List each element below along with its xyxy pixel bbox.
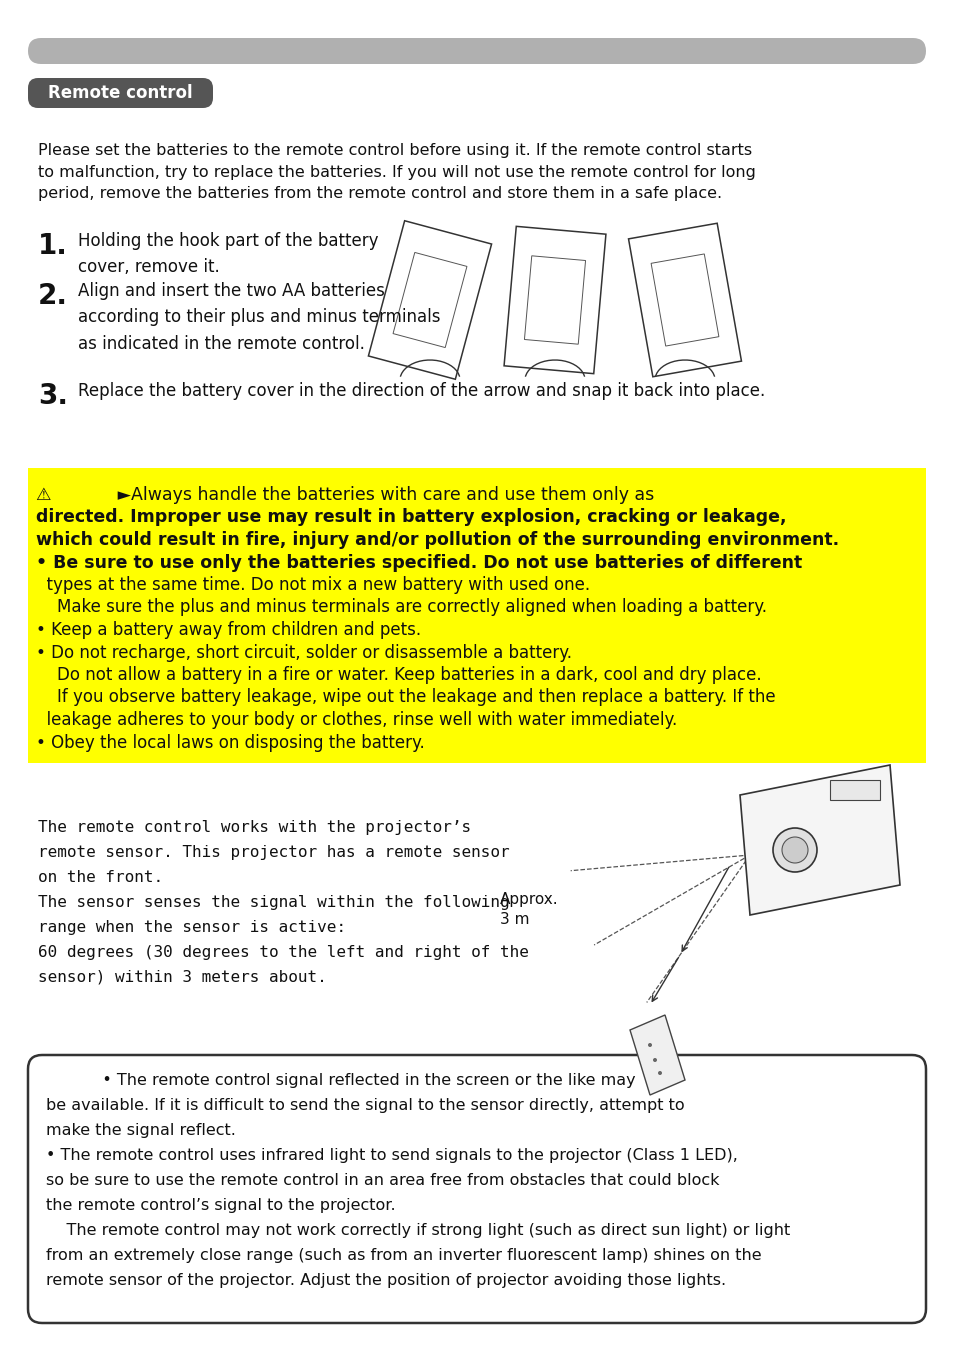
Bar <box>28 468 925 764</box>
Text: • Be sure to use only the batteries specified. Do not use batteries of different: • Be sure to use only the batteries spec… <box>36 554 801 571</box>
Text: The sensor senses the signal within the following: The sensor senses the signal within the … <box>38 895 509 910</box>
Text: 1.: 1. <box>38 232 68 260</box>
Text: Make sure the plus and minus terminals are correctly aligned when loading a batt: Make sure the plus and minus terminals a… <box>36 598 766 616</box>
Text: Do not allow a battery in a fire or water. Keep batteries in a dark, cool and dr: Do not allow a battery in a fire or wate… <box>36 666 760 684</box>
Text: on the front.: on the front. <box>38 871 163 886</box>
Text: Approx.
3 m: Approx. 3 m <box>499 892 558 926</box>
Text: types at the same time. Do not mix a new battery with used one.: types at the same time. Do not mix a new… <box>36 575 590 594</box>
Text: the remote control’s signal to the projector.: the remote control’s signal to the proje… <box>46 1198 395 1213</box>
Circle shape <box>652 1057 657 1062</box>
FancyBboxPatch shape <box>28 38 925 64</box>
Text: • Obey the local laws on disposing the battery.: • Obey the local laws on disposing the b… <box>36 734 424 751</box>
FancyBboxPatch shape <box>28 79 213 108</box>
Text: Remote control: Remote control <box>49 84 193 102</box>
Text: from an extremely close range (such as from an inverter fluorescent lamp) shines: from an extremely close range (such as f… <box>46 1248 760 1263</box>
Text: Please set the batteries to the remote control before using it. If the remote co: Please set the batteries to the remote c… <box>38 144 755 202</box>
Text: Align and insert the two AA batteries
according to their plus and minus terminal: Align and insert the two AA batteries ac… <box>78 282 440 353</box>
Text: • Do not recharge, short circuit, solder or disassemble a battery.: • Do not recharge, short circuit, solder… <box>36 643 572 662</box>
Text: be available. If it is difficult to send the signal to the sensor directly, atte: be available. If it is difficult to send… <box>46 1098 684 1113</box>
Text: • The remote control uses infrared light to send signals to the projector (Class: • The remote control uses infrared light… <box>46 1148 737 1163</box>
Text: which could result in fire, injury and/or pollution of the surrounding environme: which could result in fire, injury and/o… <box>36 531 839 548</box>
Text: If you observe battery leakage, wipe out the leakage and then replace a battery.: If you observe battery leakage, wipe out… <box>36 688 775 707</box>
Text: • Keep a battery away from children and pets.: • Keep a battery away from children and … <box>36 621 420 639</box>
Text: 60 degrees (30 degrees to the left and right of the: 60 degrees (30 degrees to the left and r… <box>38 945 528 960</box>
Text: ⚠            ►Always handle the batteries with care and use them only as: ⚠ ►Always handle the batteries with care… <box>36 486 654 504</box>
Polygon shape <box>740 765 899 915</box>
Text: Holding the hook part of the battery
cover, remove it.: Holding the hook part of the battery cov… <box>78 232 378 276</box>
Circle shape <box>781 837 807 862</box>
Text: make the signal reflect.: make the signal reflect. <box>46 1122 235 1137</box>
Text: 3.: 3. <box>38 382 68 410</box>
Circle shape <box>658 1071 661 1075</box>
Text: range when the sensor is active:: range when the sensor is active: <box>38 919 346 936</box>
Text: leakage adheres to your body or clothes, rinse well with water immediately.: leakage adheres to your body or clothes,… <box>36 711 677 728</box>
Text: remote sensor. This projector has a remote sensor: remote sensor. This projector has a remo… <box>38 845 509 860</box>
Text: sensor) within 3 meters about.: sensor) within 3 meters about. <box>38 969 327 984</box>
Text: The remote control works with the projector’s: The remote control works with the projec… <box>38 821 471 835</box>
Text: • The remote control signal reflected in the screen or the like may: • The remote control signal reflected in… <box>46 1072 635 1089</box>
Text: 2.: 2. <box>38 282 68 310</box>
Text: directed. Improper use may result in battery explosion, cracking or leakage,: directed. Improper use may result in bat… <box>36 509 785 527</box>
Text: The remote control may not work correctly if strong light (such as direct sun li: The remote control may not work correctl… <box>46 1223 789 1238</box>
Circle shape <box>647 1043 651 1047</box>
Circle shape <box>772 829 816 872</box>
Text: so be sure to use the remote control in an area free from obstacles that could b: so be sure to use the remote control in … <box>46 1173 719 1187</box>
Text: remote sensor of the projector. Adjust the position of projector avoiding those : remote sensor of the projector. Adjust t… <box>46 1273 725 1288</box>
Polygon shape <box>629 1016 684 1095</box>
FancyBboxPatch shape <box>28 1055 925 1323</box>
Text: Replace the battery cover in the direction of the arrow and snap it back into pl: Replace the battery cover in the directi… <box>78 382 764 399</box>
Bar <box>829 780 879 800</box>
